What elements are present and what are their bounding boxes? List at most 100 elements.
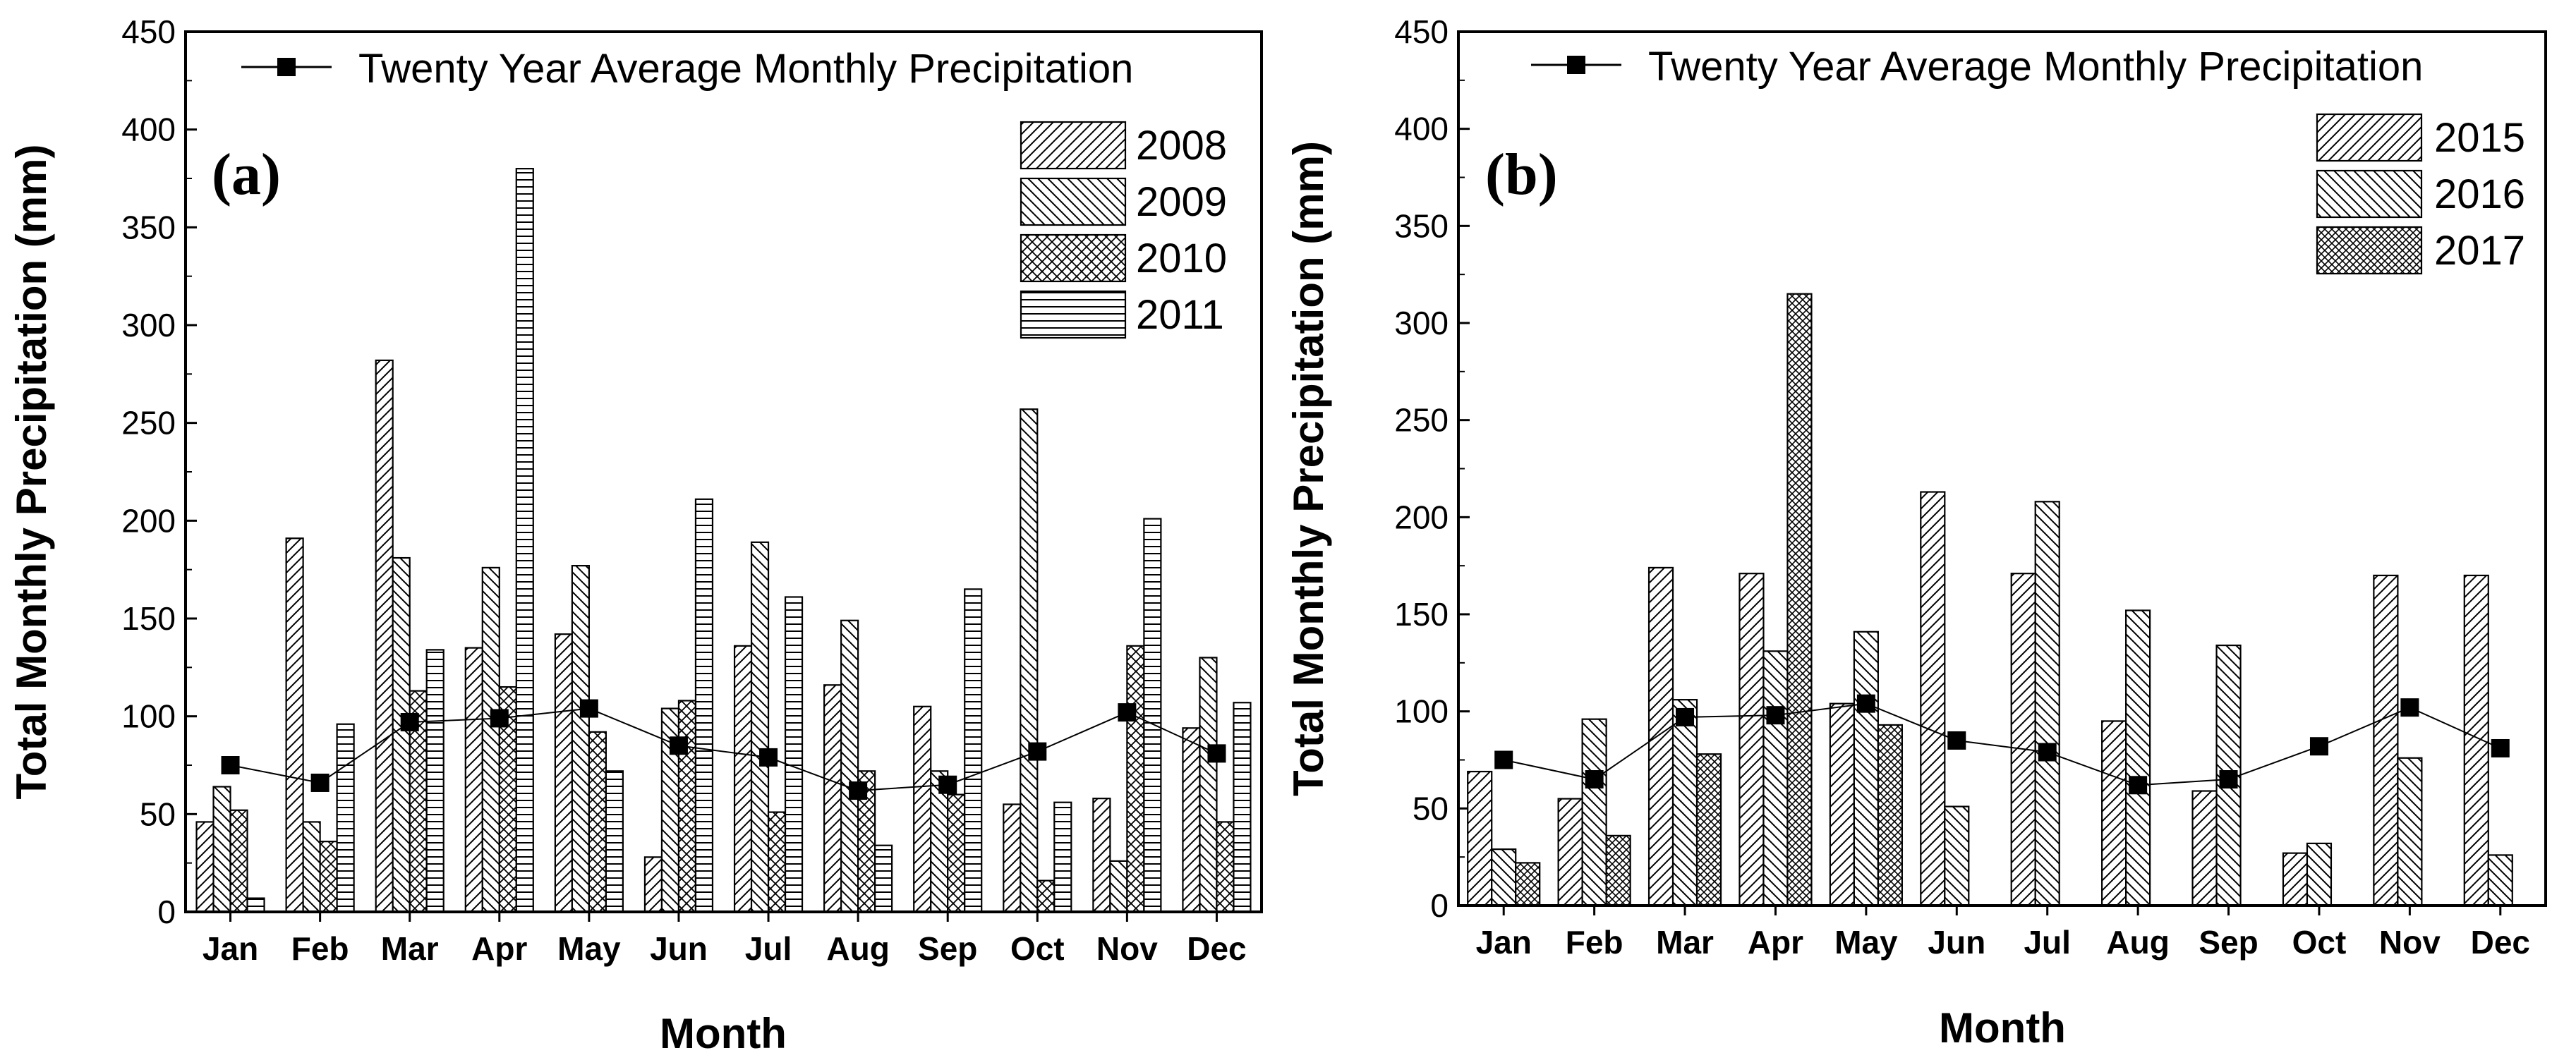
average-marker-jun: [669, 736, 688, 755]
y-tick-label: 50: [1413, 790, 1449, 827]
x-axis-title: Month: [660, 1010, 787, 1057]
bar-2016-apr: [1762, 650, 1789, 907]
bar-2009-jan: [212, 786, 231, 913]
bar-2008-may: [554, 633, 573, 913]
bar-2009-oct: [1020, 408, 1039, 913]
bar-2015-sep: [2191, 790, 2218, 907]
average-marker-dec: [2491, 738, 2510, 757]
x-tick-label: Apr: [1748, 924, 1803, 961]
bar-2008-mar: [375, 359, 394, 913]
y-tick-label: 100: [121, 698, 176, 735]
bar-2017-jan: [1515, 862, 1541, 907]
y-tick-label: 400: [1394, 111, 1449, 147]
legend-label-2017: 2017: [2434, 228, 2525, 274]
bar-2016-oct: [2306, 842, 2333, 907]
bar-2017-may: [1877, 724, 1903, 907]
bar-2015-nov: [2373, 574, 2399, 907]
x-tick-label: Jul: [2024, 924, 2070, 961]
x-tick-label: Feb: [291, 930, 349, 967]
legend-label-2015: 2015: [2434, 115, 2525, 161]
legend-swatch-2017: [2316, 226, 2423, 275]
bar-2009-may: [571, 565, 590, 913]
average-marker-mar: [1676, 707, 1695, 726]
bar-2016-mar: [1671, 699, 1698, 907]
x-tick-label: Aug: [2106, 924, 2169, 961]
plot-frame: [1457, 30, 2547, 907]
x-tick-label: Dec: [1187, 930, 1246, 967]
average-marker-oct: [2309, 737, 2328, 756]
legend-label-2011: 2011: [1136, 292, 1224, 338]
average-marker-oct: [1028, 742, 1047, 761]
bar-2009-sep: [930, 770, 949, 913]
average-marker-jul: [2038, 743, 2057, 762]
bar-2010-oct: [1036, 879, 1056, 913]
legend-label-2009: 2009: [1136, 179, 1227, 225]
bar-2008-jan: [195, 821, 214, 913]
bar-2009-jul: [750, 541, 770, 913]
bar-2016-dec: [2487, 854, 2513, 907]
bar-2016-jan: [1491, 848, 1517, 907]
bar-2008-oct: [1003, 803, 1022, 913]
bar-2008-jun: [643, 856, 663, 913]
average-marker-nov: [1118, 703, 1137, 722]
bar-2015-aug: [2101, 720, 2127, 907]
average-marker-jul: [759, 748, 778, 767]
bar-2017-apr: [1786, 293, 1813, 907]
x-tick-label: Jun: [650, 930, 708, 967]
bar-2010-jun: [677, 700, 697, 913]
x-tick-label: May: [557, 930, 621, 967]
legend-swatch-2008: [1020, 121, 1127, 170]
legend-average-marker: [1567, 56, 1585, 74]
bar-2016-jun: [1944, 805, 1970, 907]
legend-swatch-2011: [1020, 290, 1127, 339]
legend-average-marker: [277, 58, 296, 76]
x-tick-label: Apr: [471, 930, 527, 967]
average-marker-nov: [2400, 698, 2419, 717]
x-tick-label: Jun: [1928, 924, 1985, 961]
legend-swatch-2015: [2316, 113, 2423, 162]
y-tick-label: 0: [1430, 887, 1449, 924]
panel-b-bars: [1467, 293, 2513, 907]
panel-a-legend: Twenty Year Average Monthly Precipitatio…: [184, 30, 1263, 913]
x-axis-title: Month: [1939, 1004, 2066, 1052]
average-marker-mar: [400, 712, 419, 731]
x-tick-label: Nov: [2379, 924, 2441, 961]
bar-2009-nov: [1109, 860, 1128, 913]
bar-2010-sep: [947, 793, 966, 913]
panel-b-average-line: [1494, 694, 2510, 795]
average-marker-aug: [849, 781, 868, 800]
y-tick-label: 350: [121, 209, 176, 245]
panel-a-chart: 0 50 100 150 200 250 300 350 400 450 Jan Feb Mar Apr M…: [8, 13, 1263, 1057]
y-axis-title: Total Monthly Precipitation (mm): [8, 145, 55, 800]
y-tick-label: 450: [121, 13, 176, 50]
y-tick-label: 150: [1394, 596, 1449, 633]
bar-2010-jan: [229, 809, 248, 913]
average-marker-jun: [1947, 731, 1966, 750]
bar-2008-nov: [1092, 798, 1111, 913]
bar-2009-dec: [1199, 657, 1218, 913]
bar-2009-mar: [392, 556, 411, 913]
average-marker-may: [1856, 694, 1875, 713]
x-tick-label: Aug: [826, 930, 889, 967]
x-tick-label: Nov: [1096, 930, 1158, 967]
panel-a-axes: 0 50 100 150 200 250 300 350 400 450 Jan Feb Mar Apr M…: [8, 13, 1247, 1057]
bar-2009-feb: [302, 821, 321, 913]
x-tick-label: Sep: [2199, 924, 2258, 961]
average-marker-dec: [1207, 744, 1226, 763]
bar-2011-apr: [515, 168, 534, 913]
bar-2008-dec: [1182, 727, 1201, 913]
bar-2010-feb: [319, 841, 338, 913]
legend-average-label: Twenty Year Average Monthly Precipitatio…: [358, 46, 1133, 92]
bar-2011-jul: [784, 596, 804, 913]
bar-2011-aug: [874, 844, 893, 913]
bar-2015-may: [1829, 702, 1855, 907]
y-tick-label: 450: [1394, 13, 1449, 50]
x-tick-label: Jan: [1476, 924, 1532, 961]
x-tick-label: Sep: [918, 930, 977, 967]
bar-2015-feb: [1557, 798, 1583, 907]
average-marker-jan: [1494, 750, 1513, 769]
legend-swatch-2009: [1020, 177, 1127, 226]
average-marker-aug: [2129, 776, 2148, 795]
bar-2017-feb: [1605, 834, 1631, 907]
